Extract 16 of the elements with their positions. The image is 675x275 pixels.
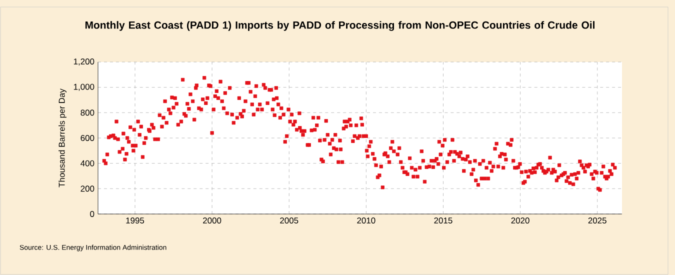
y-tick-label: 400 [80,160,94,166]
y-tick-label: 800 [80,110,94,116]
y-tick-label: 1,200 [74,58,94,66]
y-tick-label: 600 [80,135,94,141]
y-tick-label: 1,000 [74,84,94,91]
x-tick-label: 2010 [357,218,376,224]
y-tick-label: 0 [90,211,94,217]
x-tick-label: 2025 [588,218,606,224]
chart-title: Monthly East Coast (PADD 1) Imports by PADD of Processing from Non-OPEC Countries of Crude Oil [85,21,594,31]
x-tick-label: 2015 [434,218,452,224]
x-tick-label: 2020 [511,218,530,224]
x-tick-label: 2005 [280,218,298,224]
x-tick-label: 1995 [126,218,144,224]
y-tick-label: 200 [80,186,94,192]
y-axis-title: Thousand Barrels per Day [58,88,66,188]
x-tick-label: 2000 [203,218,222,224]
